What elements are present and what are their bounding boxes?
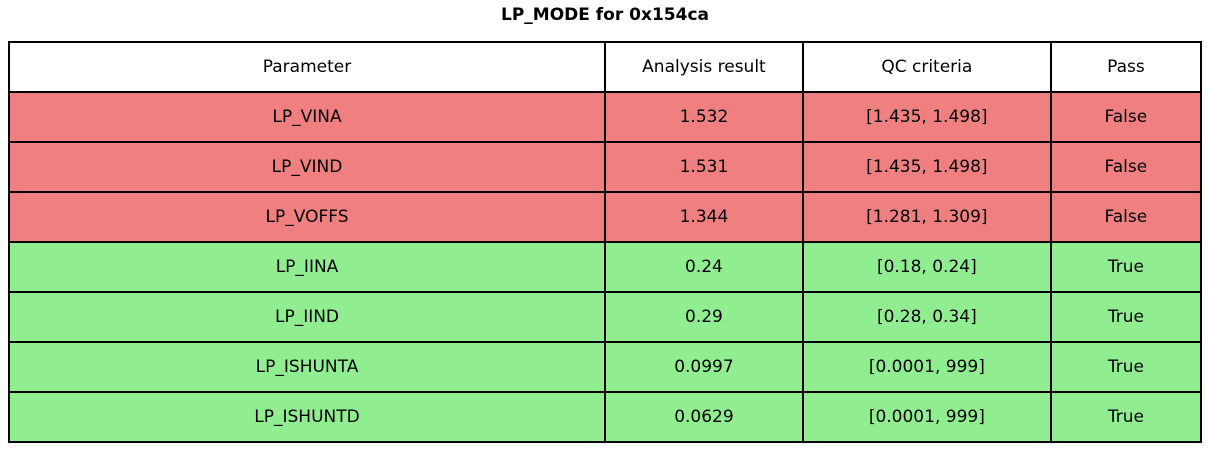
cell-pass: True [1049,341,1203,393]
cell-pass: True [1049,241,1203,293]
qc-results-table: Parameter Analysis result QC criteria Pa… [7,41,1203,443]
cell-qc-criteria: [1.435, 1.498] [801,141,1052,193]
table-row: LP_VIND 1.531 [1.435, 1.498] False [7,141,1203,193]
page-title: LP_MODE for 0x154ca [500,5,709,25]
cell-parameter: LP_ISHUNTD [7,391,607,443]
table-row: LP_ISHUNTD 0.0629 [0.0001, 999] True [7,391,1203,443]
cell-qc-criteria: [1.435, 1.498] [801,91,1052,143]
cell-qc-criteria: [0.0001, 999] [801,391,1052,443]
table-header-row: Parameter Analysis result QC criteria Pa… [7,41,1203,93]
column-header-qc-criteria: QC criteria [801,41,1052,93]
cell-analysis-result: 0.0997 [604,341,804,393]
cell-qc-criteria: [0.0001, 999] [801,341,1052,393]
cell-pass: False [1049,141,1203,193]
table-row: LP_IIND 0.29 [0.28, 0.34] True [7,291,1203,343]
cell-parameter: LP_VOFFS [7,191,607,243]
table-row: LP_VOFFS 1.344 [1.281, 1.309] False [7,191,1203,243]
table-body: LP_VINA 1.532 [1.435, 1.498] False LP_VI… [7,91,1203,443]
table-row: LP_IINA 0.24 [0.18, 0.24] True [7,241,1203,293]
cell-parameter: LP_ISHUNTA [7,341,607,393]
cell-pass: True [1049,391,1203,443]
cell-pass: True [1049,291,1203,343]
cell-qc-criteria: [1.281, 1.309] [801,191,1052,243]
cell-analysis-result: 1.344 [604,191,804,243]
cell-parameter: LP_IINA [7,241,607,293]
column-header-parameter: Parameter [7,41,607,93]
cell-analysis-result: 0.24 [604,241,804,293]
column-header-pass: Pass [1049,41,1203,93]
cell-analysis-result: 1.532 [604,91,804,143]
column-header-analysis-result: Analysis result [604,41,804,93]
cell-analysis-result: 0.29 [604,291,804,343]
cell-pass: False [1049,191,1203,243]
cell-parameter: LP_VIND [7,141,607,193]
cell-pass: False [1049,91,1203,143]
cell-analysis-result: 0.0629 [604,391,804,443]
cell-parameter: LP_VINA [7,91,607,143]
table-row: LP_VINA 1.532 [1.435, 1.498] False [7,91,1203,143]
cell-qc-criteria: [0.18, 0.24] [801,241,1052,293]
cell-parameter: LP_IIND [7,291,607,343]
cell-analysis-result: 1.531 [604,141,804,193]
table-row: LP_ISHUNTA 0.0997 [0.0001, 999] True [7,341,1203,393]
cell-qc-criteria: [0.28, 0.34] [801,291,1052,343]
